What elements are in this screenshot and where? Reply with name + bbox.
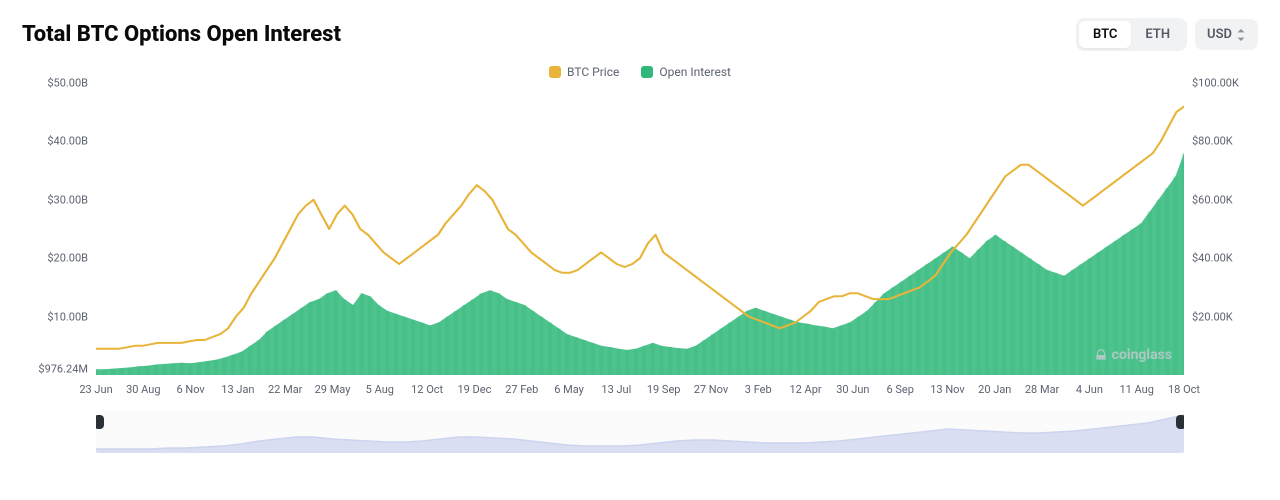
y-right-tick: $60.00K — [1192, 193, 1262, 206]
x-tick: 5 Aug — [366, 383, 394, 396]
x-tick: 19 Sep — [647, 383, 681, 396]
asset-btc-button[interactable]: BTC — [1079, 21, 1131, 48]
x-tick: 6 Nov — [176, 383, 204, 396]
x-tick: 6 Sep — [886, 383, 913, 396]
chart: $50.00B$40.00B$30.00B$20.00B$10.00B$976.… — [18, 83, 1262, 403]
y-left-tick: $30.00B — [18, 193, 88, 206]
legend: BTC Price Open Interest — [0, 59, 1280, 83]
brush-handle-right[interactable] — [1176, 415, 1184, 429]
x-tick: 3 Feb — [745, 383, 772, 396]
page-title: Total BTC Options Open Interest — [22, 22, 341, 47]
y-right-tick: $40.00K — [1192, 252, 1262, 265]
header-controls: BTC ETH USD — [1076, 18, 1258, 51]
x-tick: 23 Jun — [79, 383, 112, 396]
legend-item-btc-price[interactable]: BTC Price — [549, 65, 619, 79]
x-tick: 19 Dec — [457, 383, 491, 396]
y-right-tick: $80.00K — [1192, 135, 1262, 148]
legend-item-open-interest[interactable]: Open Interest — [641, 65, 731, 79]
y-left-tick: $40.00B — [18, 135, 88, 148]
x-tick: 6 May — [554, 383, 584, 396]
y-left-tick: $10.00B — [18, 310, 88, 323]
asset-eth-button[interactable]: ETH — [1131, 21, 1184, 48]
x-tick: 13 Jan — [221, 383, 254, 396]
x-tick: 4 Jun — [1076, 383, 1103, 396]
y-right-tick: $20.00K — [1192, 310, 1262, 323]
x-tick: 22 Mar — [268, 383, 302, 396]
legend-label: BTC Price — [567, 65, 619, 79]
currency-select[interactable]: USD — [1195, 19, 1258, 50]
range-brush[interactable] — [96, 411, 1184, 453]
legend-label: Open Interest — [659, 65, 731, 79]
y-axis-left: $50.00B$40.00B$30.00B$20.00B$10.00B$976.… — [18, 83, 88, 375]
y-left-tick: $20.00B — [18, 252, 88, 265]
x-tick: 30 Jun — [836, 383, 869, 396]
x-tick: 20 Jan — [978, 383, 1011, 396]
x-tick: 27 Nov — [694, 383, 728, 396]
x-axis: 23 Jun30 Aug6 Nov13 Jan22 Mar29 May5 Aug… — [96, 379, 1184, 403]
x-tick: 13 Jul — [601, 383, 631, 396]
watermark: coinglass — [1094, 347, 1172, 363]
legend-swatch — [549, 66, 561, 78]
asset-toggle: BTC ETH — [1076, 18, 1187, 51]
chevron-updown-icon — [1236, 29, 1246, 41]
y-axis-right: $100.00K$80.00K$60.00K$40.00K$20.00K — [1192, 83, 1262, 375]
plot-area[interactable] — [96, 83, 1184, 375]
x-tick: 18 Oct — [1168, 383, 1200, 396]
x-tick: 11 Aug — [1119, 383, 1153, 396]
x-tick: 29 May — [315, 383, 351, 396]
y-left-tick: $976.24M — [18, 363, 88, 376]
x-tick: 12 Apr — [789, 383, 821, 396]
x-tick: 28 Mar — [1025, 383, 1059, 396]
x-tick: 30 Aug — [126, 383, 160, 396]
x-tick: 27 Feb — [505, 383, 538, 396]
x-tick: 13 Nov — [930, 383, 964, 396]
legend-swatch — [641, 66, 653, 78]
logo-icon — [1094, 348, 1108, 362]
currency-label: USD — [1207, 27, 1232, 42]
x-tick: 12 Oct — [411, 383, 443, 396]
brush-handle-left[interactable] — [96, 415, 104, 429]
